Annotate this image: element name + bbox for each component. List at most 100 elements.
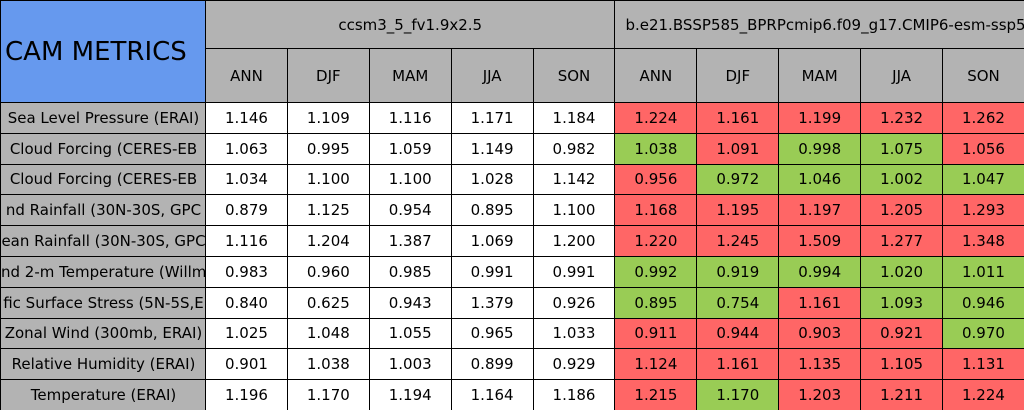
value-cell: 0.994 [778,255,862,288]
value-cell: 1.093 [860,286,944,319]
row-label-cell: Sea Level Pressure (ERAI) [0,102,206,134]
row-label: fic Surface Stress (5N-5S,E [3,293,204,312]
value-cell: 1.220 [614,225,698,257]
season-header: MAM [368,48,452,103]
data-row: Zonal Wind (300mb, ERAI) 1.025 1.048 1.055 0… [0,317,1024,350]
value-cell: 0.954 [368,194,452,227]
value-cell: 0.919 [696,255,780,288]
row-label: ean Rainfall (30N-30S, GPC [1,232,206,251]
value-cell: 1.170 [286,379,370,410]
value-cell: 1.170 [696,379,780,410]
row-label: nd Rainfall (30N-30S, GPC [5,201,202,220]
value-cell: 1.509 [778,225,862,257]
value-cell: 1.124 [614,348,698,381]
group-header: b.e21.BSSP585_BPRPcmip6.f09_g17.CMIP6-es… [614,0,1024,49]
value-cell: 0.992 [614,255,698,288]
row-label: Cloud Forcing (CERES-EB [9,170,198,189]
season-header: MAM [778,48,862,103]
value-cell: 1.195 [696,194,780,227]
value-cell: 0.985 [368,255,452,288]
group-header: ccsm3_5_fv1.9x2.5 [204,0,616,49]
header-row: CAM METRICS ccsm3_5_fv1.9x2.5 b.e21.BSSP… [0,0,1024,103]
value-cell: 1.100 [368,163,452,196]
value-cell: 0.946 [942,286,1024,319]
value-cell: 1.224 [942,379,1024,410]
value-cell: 1.125 [286,194,370,227]
value-cell: 1.047 [942,163,1024,196]
row-label: Cloud Forcing (CERES-EB [9,139,198,158]
value-cell: 1.215 [614,379,698,410]
value-cell: 0.943 [368,286,452,319]
value-cell: 1.020 [860,255,944,288]
season-header: SON [942,48,1024,103]
value-cell: 1.277 [860,225,944,257]
value-cell: 0.960 [286,255,370,288]
season-header: ANN [614,48,698,103]
value-cell: 1.028 [450,163,534,196]
value-cell: 0.895 [614,286,698,319]
value-cell: 1.161 [778,286,862,319]
season-header: JJA [860,48,944,103]
value-cell: 1.348 [942,225,1024,257]
value-cell: 0.970 [942,317,1024,350]
value-cell: 1.046 [778,163,862,196]
value-cell: 0.926 [532,286,616,319]
season-header: DJF [286,48,370,103]
value-cell: 0.625 [286,286,370,319]
value-cell: 0.895 [450,194,534,227]
value-cell: 1.164 [450,379,534,410]
value-cell: 1.131 [942,348,1024,381]
value-cell: 1.245 [696,225,780,257]
value-cell: 0.901 [205,348,288,381]
value-cell: 1.168 [614,194,698,227]
value-cell: 0.840 [205,286,288,319]
value-cell: 0.903 [778,317,862,350]
row-label-cell: Relative Humidity (ERAI) [0,348,206,381]
data-row: Cloud Forcing (CERES-EB 1.034 1.100 1.100 1.… [0,163,1024,196]
value-cell: 0.991 [532,255,616,288]
value-cell: 1.063 [205,132,288,165]
value-cell: 0.965 [450,317,534,350]
value-cell: 0.998 [778,132,862,165]
value-cell: 1.055 [368,317,452,350]
value-cell: 1.109 [286,102,370,134]
value-cell: 1.197 [778,194,862,227]
row-label: Temperature (ERAI) [30,386,177,405]
season-header: JJA [450,48,534,103]
row-label: Relative Humidity (ERAI) [11,355,196,374]
season-row: ANN DJF MAM JJA SON ANN DJF MAM JJA SON [1,48,1024,103]
value-cell: 1.200 [532,225,616,257]
value-cell: 1.048 [286,317,370,350]
value-cell: 1.100 [286,163,370,196]
value-cell: 1.232 [860,102,944,134]
value-cell: 0.982 [532,132,616,165]
value-cell: 1.033 [532,317,616,350]
value-cell: 1.146 [205,102,288,134]
value-cell: 1.205 [860,194,944,227]
data-row: Temperature (ERAI) 1.196 1.170 1.194 1.164 1.… [0,379,1024,410]
value-cell: 0.754 [696,286,780,319]
value-cell: 1.204 [286,225,370,257]
row-label-cell: nd 2-m Temperature (Willm [0,255,206,288]
value-cell: 1.105 [860,348,944,381]
value-cell: 1.011 [942,255,1024,288]
value-cell: 1.196 [205,379,288,410]
value-cell: 1.116 [205,225,288,257]
value-cell: 0.944 [696,317,780,350]
value-cell: 1.186 [532,379,616,410]
data-row: nd 2-m Temperature (Willm 0.983 0.960 0.985… [0,255,1024,288]
data-row: fic Surface Stress (5N-5S,E 0.840 0.625 0.9… [0,286,1024,319]
value-cell: 0.956 [614,163,698,196]
value-cell: 0.929 [532,348,616,381]
value-cell: 1.171 [450,102,534,134]
data-row: nd Rainfall (30N-30S, GPC 0.879 1.125 0.954… [0,194,1024,227]
data-row: ean Rainfall (30N-30S, GPC 1.116 1.204 1.38… [0,225,1024,257]
title-cell: CAM METRICS [0,0,206,103]
row-label-cell: nd Rainfall (30N-30S, GPC [0,194,206,227]
row-label: nd 2-m Temperature (Willm [1,262,206,281]
row-label: Zonal Wind (300mb, ERAI) [4,324,203,343]
row-label-cell: Cloud Forcing (CERES-EB [0,163,206,196]
value-cell: 1.387 [368,225,452,257]
